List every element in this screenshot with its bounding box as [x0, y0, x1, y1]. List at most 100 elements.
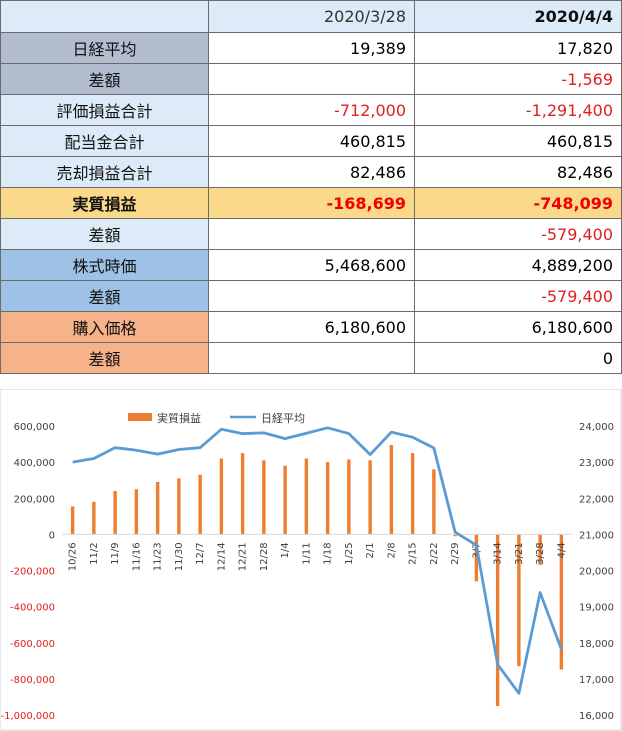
bar	[325, 462, 330, 535]
x-tick-label: 2/1	[365, 542, 376, 558]
row-value-2: 4,889,200	[414, 249, 622, 281]
right-tick-label: 20,000	[579, 567, 614, 578]
bar	[474, 534, 479, 582]
x-tick-label: 11/9	[110, 542, 121, 564]
row-value-1	[208, 218, 415, 250]
x-tick-label: 1/25	[344, 542, 355, 564]
row-value-1: -712,000	[208, 94, 415, 126]
right-tick-label: 16,000	[579, 711, 614, 722]
x-tick-label: 2/8	[386, 542, 397, 558]
row-value-1: 19,389	[208, 32, 415, 64]
left-tick-label: 600,000	[14, 422, 55, 433]
x-tick-label: 4/4	[556, 542, 567, 558]
bar	[495, 534, 500, 706]
x-tick-label: 12/14	[216, 542, 227, 571]
x-tick-label: 12/28	[259, 542, 270, 571]
table-row: 購入価格 6,180,600 6,180,600	[0, 311, 622, 343]
bar	[347, 459, 351, 535]
left-tick-label: -200,000	[10, 567, 55, 578]
left-axis: 600,000 400,000 200,000 0 -200,000 -400,000 -6…	[0, 422, 55, 722]
legend-bar-swatch	[128, 413, 152, 421]
row-label: 購入価格	[0, 311, 209, 343]
x-tick-label: 2/15	[408, 542, 419, 564]
left-tick-label: -600,000	[10, 639, 55, 650]
x-tick-label: 3/21	[514, 542, 525, 564]
row-value-2: 82,486	[414, 156, 622, 188]
row-label: 差額	[0, 342, 209, 374]
row-value-2: -579,400	[414, 280, 622, 312]
left-tick-label: 200,000	[14, 494, 55, 505]
bar	[155, 481, 160, 535]
row-label: 実質損益	[0, 187, 209, 219]
right-tick-label: 18,000	[579, 639, 614, 650]
right-axis: 24,000 23,000 22,000 21,000 20,000 19,000 18,0…	[579, 422, 614, 722]
row-value-2: 0	[414, 342, 622, 374]
header-date-1: 2020/3/28	[208, 0, 415, 33]
bar	[134, 489, 139, 535]
x-tick-label: 2/29	[450, 542, 461, 564]
header-date-2: 2020/4/4	[414, 0, 622, 33]
row-value-1	[208, 280, 415, 312]
row-value-2: -1,291,400	[414, 94, 622, 126]
row-label: 評価損益合計	[0, 94, 209, 126]
x-tick-label: 3/28	[535, 542, 546, 564]
table-row: 売却損益合計 82,486 82,486	[0, 156, 622, 188]
x-tick-label: 10/26	[68, 542, 79, 571]
combo-chart: 600,000 400,000 200,000 0 -200,000 -400,000 -6…	[0, 389, 622, 731]
table-row: 株式時価 5,468,600 4,889,200	[0, 249, 622, 281]
bar	[283, 465, 287, 535]
x-tick-label: 11/30	[174, 542, 185, 571]
left-tick-label: -800,000	[10, 675, 55, 686]
left-tick-label: -400,000	[10, 603, 55, 614]
x-tick-label: 2/22	[429, 542, 440, 564]
bar	[432, 469, 436, 535]
bar	[198, 474, 202, 535]
header-empty-cell	[0, 0, 209, 33]
bar	[219, 458, 224, 535]
row-label: 差額	[0, 218, 209, 250]
x-tick-label: 12/7	[195, 542, 206, 564]
left-tick-label: 0	[49, 530, 55, 541]
left-tick-label: 400,000	[14, 458, 55, 469]
bar	[389, 444, 394, 535]
table-row: 配当金合計 460,815 460,815	[0, 125, 622, 157]
row-value-1: -168,699	[208, 187, 415, 219]
row-value-2: -748,099	[414, 187, 622, 219]
bar	[453, 534, 457, 537]
table-row: 差額 -1,569	[0, 63, 622, 95]
bar	[559, 534, 564, 670]
x-tick-label: 1/18	[323, 542, 334, 564]
row-label: 売却損益合計	[0, 156, 209, 188]
row-value-1: 5,468,600	[208, 249, 415, 281]
x-tick-label: 3/14	[493, 542, 504, 564]
left-tick-label: -1,000,000	[0, 711, 55, 722]
row-value-2: 6,180,600	[414, 311, 622, 343]
x-tick-label: 11/2	[89, 542, 100, 564]
bar	[538, 534, 542, 565]
table-row: 差額 0	[0, 342, 622, 374]
table-header-row: 2020/3/28 2020/4/4	[0, 0, 622, 33]
x-axis: 10/26 11/2 11/9 11/16 11/23 11/30 12/7 12/14 12/…	[68, 542, 568, 571]
row-value-2: -1,569	[414, 63, 622, 95]
x-tick-label: 11/16	[131, 542, 142, 571]
row-label: 日経平均	[0, 32, 209, 64]
bar	[92, 501, 96, 535]
right-tick-label: 17,000	[579, 675, 614, 686]
row-value-2: -579,400	[414, 218, 622, 250]
right-tick-label: 21,000	[579, 530, 614, 541]
bar	[410, 453, 415, 535]
row-value-1	[208, 63, 415, 95]
row-value-1: 82,486	[208, 156, 415, 188]
row-value-1	[208, 342, 415, 374]
x-tick-label: 1/4	[280, 542, 291, 558]
line-series	[72, 426, 563, 695]
legend-bar-label: 実質損益	[157, 411, 201, 425]
bar	[70, 506, 75, 535]
bar	[368, 460, 372, 535]
x-tick-label: 1/11	[301, 542, 312, 564]
table-row: 差額 -579,400	[0, 280, 622, 312]
bar	[304, 458, 309, 535]
bar	[517, 534, 521, 667]
table-row: 日経平均 19,389 17,820	[0, 32, 622, 64]
legend: 実質損益 日経平均	[128, 411, 305, 425]
